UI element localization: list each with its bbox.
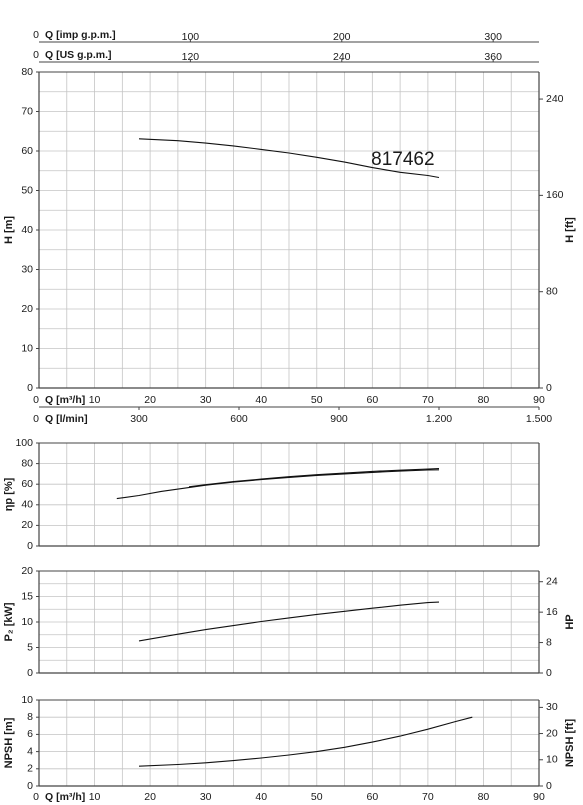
top-axis-zero: 0 bbox=[33, 29, 39, 41]
y-tick-label: 20 bbox=[21, 565, 33, 577]
x-tick-label-bottom: 60 bbox=[366, 791, 378, 803]
y-right-tick-label: 0 bbox=[546, 780, 552, 792]
head-curve bbox=[138, 138, 440, 179]
x-tick-label-bottom: 50 bbox=[311, 791, 323, 803]
x-tick-label-bottom: 30 bbox=[200, 791, 212, 803]
pump-model-label: 817462 bbox=[371, 149, 434, 170]
x-axis-lmin-label: Q [l/min] bbox=[45, 413, 88, 425]
y-tick-label: 5 bbox=[27, 641, 33, 653]
x-tick-label: 60 bbox=[366, 394, 378, 406]
x-tick-label-bottom: 70 bbox=[422, 791, 434, 803]
y-tick-label: 10 bbox=[21, 616, 33, 628]
y-axis-label-right: H [ft] bbox=[564, 217, 576, 243]
x-tick-label: 30 bbox=[200, 394, 212, 406]
y-tick-label: 20 bbox=[21, 519, 33, 531]
y-tick-label: 4 bbox=[27, 745, 33, 757]
y-right-tick-label: 24 bbox=[546, 575, 558, 587]
x-tick-label: 70 bbox=[422, 394, 434, 406]
x-lmin-tick-label: 1.200 bbox=[426, 413, 452, 425]
top-axis-zero: 0 bbox=[33, 49, 39, 61]
x-lmin-tick-label: 1.500 bbox=[526, 413, 552, 425]
y-right-tick-label: 240 bbox=[546, 93, 564, 105]
y-right-tick-label: 160 bbox=[546, 189, 564, 201]
x-axis-zero-bottom: 0 bbox=[33, 791, 39, 803]
y-tick-label: 20 bbox=[21, 303, 33, 315]
x-axis-lmin-zero: 0 bbox=[33, 413, 39, 425]
y-axis-label-right: HP bbox=[564, 614, 576, 629]
x-tick-label: 90 bbox=[533, 394, 545, 406]
y-right-tick-label: 10 bbox=[546, 754, 558, 766]
y-tick-label: 60 bbox=[21, 478, 33, 490]
y-right-tick-label: 0 bbox=[546, 667, 552, 679]
npsh-curve bbox=[138, 716, 473, 767]
y-tick-label: 40 bbox=[21, 224, 33, 236]
top-axis-tick-label: 240 bbox=[333, 51, 351, 63]
x-lmin-tick-label: 600 bbox=[230, 413, 248, 425]
y-tick-label: 30 bbox=[21, 263, 33, 275]
eff-curve bbox=[116, 469, 440, 500]
y-right-tick-label: 8 bbox=[546, 636, 552, 648]
y-tick-label: 0 bbox=[27, 382, 33, 394]
top-axis-tick-label: 200 bbox=[333, 31, 351, 43]
x-tick-label-bottom: 80 bbox=[478, 791, 490, 803]
y-axis-label: ηp [%] bbox=[3, 477, 15, 511]
x-axis-zero: 0 bbox=[33, 394, 39, 406]
y-right-tick-label: 16 bbox=[546, 606, 558, 618]
y-right-tick-label: 20 bbox=[546, 727, 558, 739]
x-tick-label-bottom: 20 bbox=[144, 791, 156, 803]
y-tick-label: 50 bbox=[21, 184, 33, 196]
y-tick-label: 0 bbox=[27, 780, 33, 792]
y-tick-label: 6 bbox=[27, 728, 33, 740]
y-tick-label: 40 bbox=[21, 499, 33, 511]
x-tick-label: 20 bbox=[144, 394, 156, 406]
y-tick-label: 10 bbox=[21, 694, 33, 706]
eff-curve bbox=[188, 467, 440, 488]
x-lmin-tick-label: 300 bbox=[130, 413, 148, 425]
y-tick-label: 0 bbox=[27, 540, 33, 552]
top-axis-unit-label: Q [imp g.p.m.] bbox=[45, 29, 116, 41]
x-tick-label-bottom: 90 bbox=[533, 791, 545, 803]
x-tick-label: 80 bbox=[478, 394, 490, 406]
y-tick-label: 0 bbox=[27, 667, 33, 679]
y-tick-label: 8 bbox=[27, 711, 33, 723]
x-tick-label: 40 bbox=[255, 394, 267, 406]
x-tick-label-bottom: 10 bbox=[89, 791, 101, 803]
top-axis-tick-label: 360 bbox=[484, 51, 502, 63]
y-tick-label: 70 bbox=[21, 105, 33, 117]
top-axis-tick-label: 120 bbox=[182, 51, 200, 63]
y-right-tick-label: 30 bbox=[546, 701, 558, 713]
y-tick-label: 100 bbox=[15, 437, 33, 449]
x-tick-label: 50 bbox=[311, 394, 323, 406]
power-curve bbox=[138, 601, 440, 642]
top-axis-tick-label: 300 bbox=[484, 31, 502, 43]
top-axis-unit-label: Q [US g.p.m.] bbox=[45, 49, 112, 61]
y-axis-label: NPSH [m] bbox=[3, 717, 15, 768]
y-axis-label: P₂ [kW] bbox=[3, 602, 15, 641]
x-tick-label-bottom: 40 bbox=[255, 791, 267, 803]
x-tick-label: 10 bbox=[89, 394, 101, 406]
top-axis-tick-label: 100 bbox=[182, 31, 200, 43]
y-tick-label: 15 bbox=[21, 590, 33, 602]
y-right-tick-label: 80 bbox=[546, 285, 558, 297]
y-tick-label: 80 bbox=[21, 66, 33, 78]
x-axis-label-bottom: Q [m³/h] bbox=[45, 791, 85, 803]
y-tick-label: 2 bbox=[27, 763, 33, 775]
y-tick-label: 10 bbox=[21, 342, 33, 354]
y-axis-label: H [m] bbox=[3, 216, 15, 244]
y-axis-label-right: NPSH [ft] bbox=[564, 719, 576, 768]
y-tick-label: 80 bbox=[21, 457, 33, 469]
y-tick-label: 60 bbox=[21, 145, 33, 157]
y-right-tick-label: 0 bbox=[546, 382, 552, 394]
x-lmin-tick-label: 900 bbox=[330, 413, 348, 425]
x-axis-label: Q [m³/h] bbox=[45, 394, 85, 406]
